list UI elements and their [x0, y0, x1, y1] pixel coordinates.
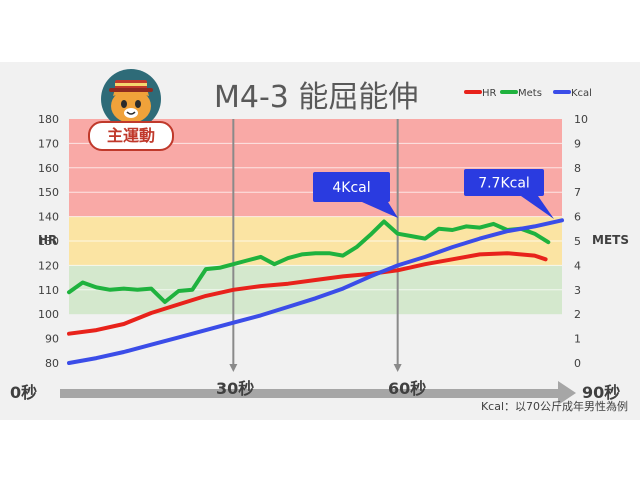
- series-line-kcal: [67, 218, 564, 365]
- chart-title: M4-3 能屈能伸: [214, 80, 419, 115]
- right-tick-label-5: 5: [574, 235, 581, 248]
- left-tick-label-90: 90: [45, 333, 59, 346]
- right-tick-label-9: 9: [574, 137, 581, 150]
- series-line-hr: [67, 251, 548, 336]
- left-tick-label-130: 130: [38, 235, 59, 248]
- callout-4kcal-label: 4Kcal: [332, 180, 370, 196]
- timeline-arrow: [60, 381, 576, 405]
- timeline-label-60: 60秒: [388, 379, 427, 398]
- time-markers: [229, 119, 402, 372]
- right-axis-ticks: 0 1 2 3 4 5 6 7 8 9 10: [574, 113, 588, 370]
- right-tick-label-3: 3: [574, 284, 581, 297]
- timeline-arrow-icon: [558, 381, 576, 405]
- left-tick-label-120: 120: [38, 259, 59, 272]
- left-axis-ticks: 80 90 100 110 120 130 140 150 160 170 180: [38, 113, 59, 370]
- time-marker-arrowhead-30: [229, 364, 238, 372]
- right-tick-label-2: 2: [574, 308, 581, 321]
- right-tick-label-0: 0: [574, 357, 581, 370]
- legend-label-hr: HR: [482, 88, 497, 99]
- callout-7-7kcal: 7.7Kcal: [464, 169, 554, 219]
- callout-4kcal: 4Kcal: [313, 172, 398, 218]
- timeline-label-30: 30秒: [216, 379, 255, 398]
- callout-4kcal-box: [313, 172, 390, 202]
- right-tick-label-10: 10: [574, 113, 588, 126]
- callout-7-7kcal-pointer: [521, 196, 554, 219]
- badge-main-exercise: 主運動: [88, 121, 174, 151]
- left-tick-label-170: 170: [38, 137, 59, 150]
- series-line-mets: [67, 219, 551, 304]
- right-tick-label-8: 8: [574, 162, 581, 175]
- left-tick-label-140: 140: [38, 211, 59, 224]
- time-marker-arrowhead-60: [393, 364, 402, 372]
- callout-4kcal-pointer: [362, 202, 398, 218]
- left-tick-label-160: 160: [38, 162, 59, 175]
- legend-label-mets: Mets: [518, 88, 542, 99]
- timeline-arrow-shaft: [60, 389, 560, 398]
- callouts: 4Kcal 7.7Kcal: [313, 169, 554, 219]
- right-tick-label-4: 4: [574, 259, 581, 272]
- y-axis-left-label: HR: [38, 233, 58, 247]
- right-tick-label-7: 7: [574, 186, 581, 199]
- series-lines: [67, 218, 564, 365]
- kcal-note: Kcal：以70公斤成年男性為例: [480, 400, 628, 413]
- callout-7-7kcal-box: [464, 169, 544, 196]
- left-tick-label-180: 180: [38, 113, 59, 126]
- timeline-label-0: 0秒: [10, 383, 38, 402]
- right-tick-label-1: 1: [574, 333, 581, 346]
- left-tick-label-150: 150: [38, 186, 59, 199]
- legend-label-kcal: Kcal: [571, 88, 592, 99]
- callout-7-7kcal-label: 7.7Kcal: [478, 176, 530, 192]
- legend: HR Mets Kcal: [464, 88, 592, 99]
- left-tick-label-100: 100: [38, 308, 59, 321]
- left-tick-label-110: 110: [38, 284, 59, 297]
- right-tick-label-6: 6: [574, 211, 581, 224]
- cat-mascot-with-hat-icon: [101, 69, 161, 128]
- left-tick-label-80: 80: [45, 357, 59, 370]
- y-axis-right-label: METS: [592, 233, 629, 247]
- timeline-label-90: 90秒: [582, 383, 621, 402]
